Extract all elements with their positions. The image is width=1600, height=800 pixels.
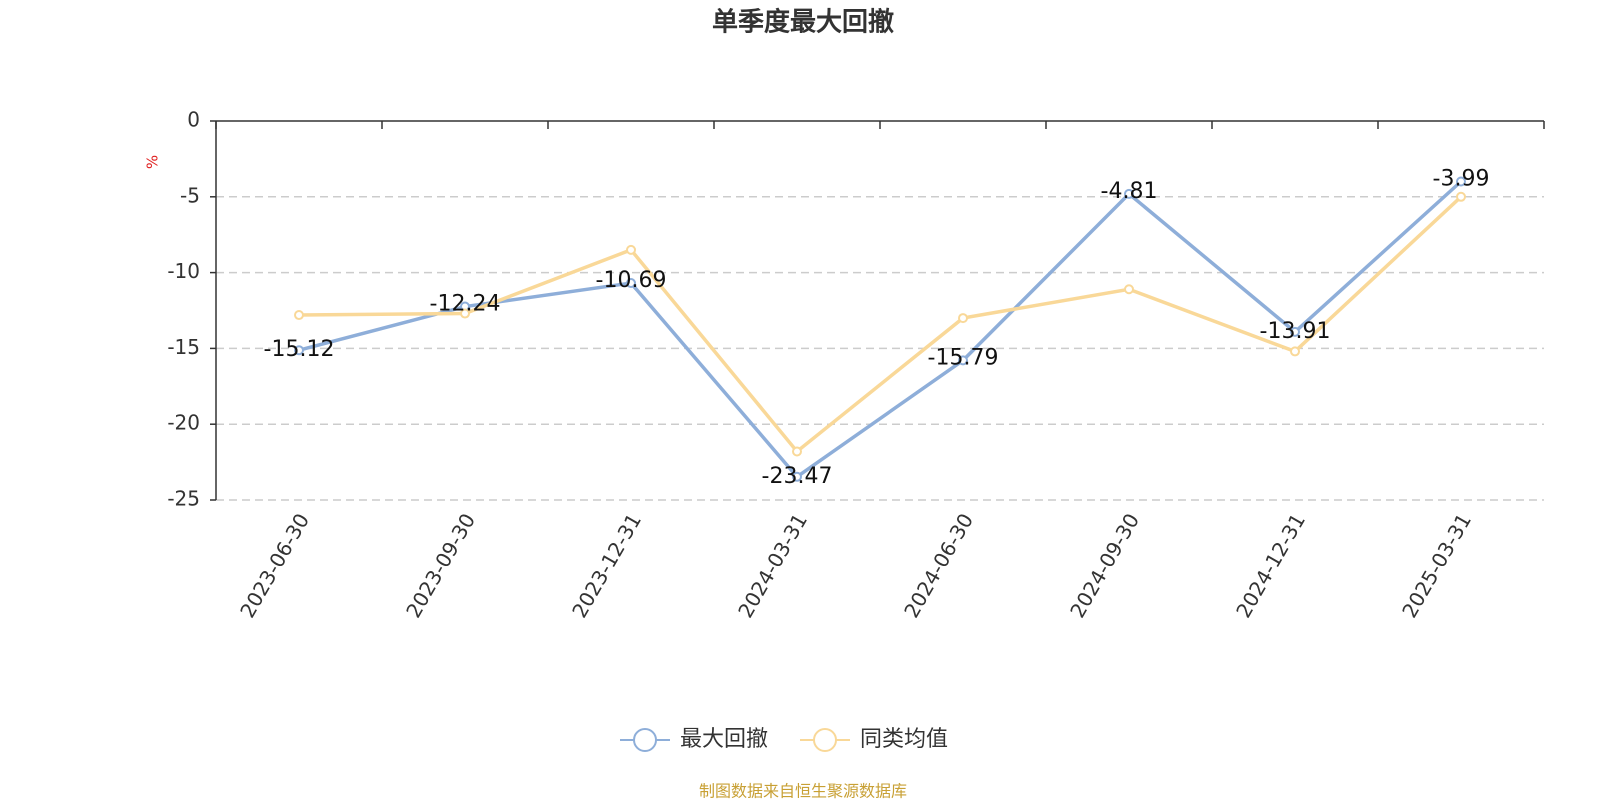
x-tick-label: 2023-12-31 (567, 509, 646, 622)
data-label: -15.79 (928, 345, 999, 370)
legend-marker (633, 728, 657, 752)
source-note: 制图数据来自恒生聚源数据库 (699, 782, 907, 800)
x-tick-label: 2024-12-31 (1231, 509, 1310, 622)
y-tick-label: -15 (167, 335, 200, 359)
x-tick-label: 2024-06-30 (899, 509, 978, 622)
data-label: -12.24 (430, 292, 501, 317)
y-tick-label: -5 (180, 183, 200, 207)
point (792, 471, 802, 482)
data-label: -3.99 (1433, 166, 1490, 191)
point (294, 310, 304, 321)
x-tick-label: 2023-09-30 (401, 509, 480, 622)
point (792, 446, 802, 457)
point (1456, 191, 1466, 202)
series-line (298, 195, 1463, 454)
y-tick-label: -25 (167, 487, 200, 511)
x-tick-label: 2024-03-31 (733, 509, 812, 622)
data-label: -13.91 (1260, 319, 1331, 344)
point (958, 355, 968, 366)
data-label: -10.69 (596, 268, 667, 293)
point (1456, 176, 1466, 187)
x-tick-label: 2023-06-30 (235, 509, 314, 622)
data-label: -15.12 (264, 337, 335, 362)
point (1124, 188, 1134, 199)
y-tick-label: 0 (187, 108, 200, 132)
point (1290, 326, 1300, 337)
y-axis-label: % (144, 155, 162, 169)
legend-label: 最大回撤 (680, 727, 768, 752)
data-label: -23.47 (762, 464, 833, 489)
chart-title: 单季度最大回撤 (712, 7, 894, 38)
y-tick-label: -20 (167, 411, 200, 435)
point (1124, 284, 1134, 295)
y-tick-label: -10 (167, 259, 200, 283)
point (1290, 346, 1300, 357)
point (626, 278, 636, 289)
point (460, 308, 470, 319)
x-tick-label: 2024-09-30 (1065, 509, 1144, 622)
data-label: -4.81 (1101, 179, 1158, 204)
point (958, 313, 968, 324)
point (294, 345, 304, 356)
point (626, 244, 636, 255)
legend-label: 同类均值 (860, 727, 948, 752)
legend-marker (813, 728, 837, 752)
x-tick-label: 2025-03-31 (1397, 509, 1476, 622)
